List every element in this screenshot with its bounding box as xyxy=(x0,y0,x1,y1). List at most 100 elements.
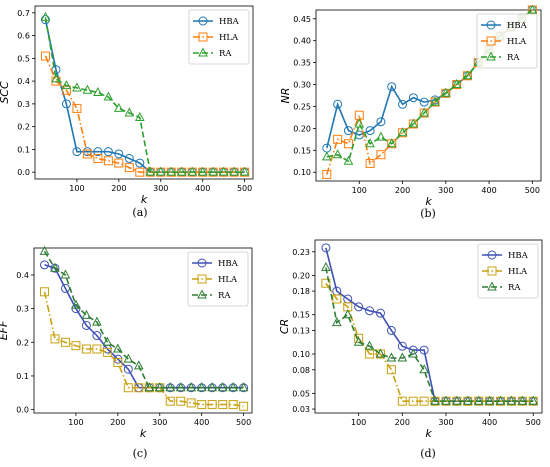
data-point-marker xyxy=(495,395,506,405)
data-point-marker xyxy=(386,365,396,375)
data-point-marker xyxy=(397,352,408,362)
plot-frame-c xyxy=(33,247,253,414)
y-tick-label: 0.40 xyxy=(293,37,311,46)
legend-entry: RA xyxy=(507,53,520,63)
data-point-marker xyxy=(165,382,176,392)
data-point-marker xyxy=(40,51,50,61)
data-point-marker xyxy=(82,149,92,159)
legend-entry: HBA xyxy=(507,21,528,31)
x-tick-label: 300 xyxy=(153,184,168,193)
legend: HBA HLA RA xyxy=(476,13,538,69)
data-point-marker xyxy=(342,309,353,319)
data-point-marker xyxy=(145,166,156,176)
data-point-marker xyxy=(218,166,229,176)
data-point-marker xyxy=(124,163,134,173)
data-point-marker xyxy=(135,167,145,177)
data-point-marker xyxy=(440,87,451,97)
x-tick-label: 500 xyxy=(236,418,251,427)
data-point-marker xyxy=(217,382,228,392)
data-point-marker xyxy=(462,395,473,405)
y-tick-label: 0.3 xyxy=(16,305,29,314)
data-point-marker xyxy=(365,349,375,359)
data-point-marker xyxy=(430,395,440,405)
y-axis-label: CR xyxy=(278,319,291,334)
y-axis-label: EFF xyxy=(0,320,10,340)
data-point-marker xyxy=(238,382,249,392)
data-point-marker xyxy=(451,78,462,89)
y-tick-label: 0.15 xyxy=(292,311,310,320)
data-point-marker xyxy=(375,308,385,318)
data-point-marker xyxy=(398,99,408,109)
panel-caption: (a) xyxy=(132,206,147,219)
y-tick-label: 0.10 xyxy=(292,350,310,359)
data-point-marker xyxy=(176,396,186,406)
legend: HBA HLA RA xyxy=(477,243,539,299)
x-tick-label: 300 xyxy=(438,418,453,427)
data-point-marker xyxy=(61,80,72,90)
legend-marker xyxy=(487,250,497,260)
data-point-marker xyxy=(452,395,462,405)
data-point-marker xyxy=(408,118,419,128)
data-point-marker xyxy=(113,357,123,367)
legend-marker xyxy=(487,281,497,291)
data-point-marker xyxy=(321,278,331,288)
x-tick-label: 200 xyxy=(395,418,410,427)
legend-marker xyxy=(198,47,208,57)
data-point-marker xyxy=(60,337,70,347)
x-tick-label: 100 xyxy=(69,184,84,193)
data-point-marker xyxy=(386,352,397,362)
data-point-marker xyxy=(113,343,123,353)
data-point-marker xyxy=(114,102,124,112)
data-point-marker xyxy=(419,396,429,406)
y-tick-label: 0.23 xyxy=(292,248,310,257)
legend-marker xyxy=(197,274,207,284)
data-point-marker xyxy=(103,91,114,101)
data-point-marker xyxy=(332,149,343,159)
data-point-marker xyxy=(124,107,135,117)
x-axis-label: k xyxy=(425,427,432,440)
y-tick-label: 0.7 xyxy=(17,9,30,18)
data-point-marker xyxy=(462,70,473,80)
data-point-marker xyxy=(365,158,375,168)
data-point-marker xyxy=(376,131,386,141)
data-point-marker xyxy=(92,316,102,326)
data-point-marker xyxy=(387,82,397,92)
data-point-marker xyxy=(71,341,81,351)
series-hla xyxy=(40,51,250,177)
data-point-marker xyxy=(376,117,386,127)
legend-entry: HLA xyxy=(219,33,239,43)
x-tick-label: 200 xyxy=(111,184,126,193)
panel-caption: (c) xyxy=(133,447,148,460)
data-point-marker xyxy=(72,82,82,92)
series-ra xyxy=(40,11,250,176)
data-point-marker xyxy=(484,395,495,405)
data-point-marker xyxy=(50,334,60,344)
data-point-marker xyxy=(376,150,386,160)
legend-entry: HLA xyxy=(507,37,527,47)
legend: HBA HLA RA xyxy=(187,251,249,307)
legend-marker xyxy=(486,51,496,61)
data-point-marker xyxy=(527,4,538,14)
data-point-marker xyxy=(207,382,218,392)
data-point-marker xyxy=(333,99,343,109)
data-point-marker xyxy=(82,84,93,94)
series-ra xyxy=(321,261,539,405)
x-tick-label: 500 xyxy=(526,418,541,427)
data-point-marker xyxy=(123,353,134,363)
legend-entry: RA xyxy=(219,49,232,59)
data-point-marker xyxy=(343,155,354,165)
x-tick-label: 200 xyxy=(110,418,125,427)
data-point-marker xyxy=(397,127,408,137)
data-point-marker xyxy=(419,364,429,374)
legend-entry: RA xyxy=(508,283,521,293)
data-point-marker xyxy=(229,166,239,176)
data-point-marker xyxy=(39,287,49,297)
data-point-marker xyxy=(196,382,207,392)
data-point-marker xyxy=(92,331,102,341)
data-point-marker xyxy=(408,93,418,103)
data-point-marker xyxy=(343,126,353,136)
legend-marker xyxy=(486,36,496,46)
data-point-marker xyxy=(92,344,102,354)
y-tick-label: 0.18 xyxy=(292,287,310,296)
